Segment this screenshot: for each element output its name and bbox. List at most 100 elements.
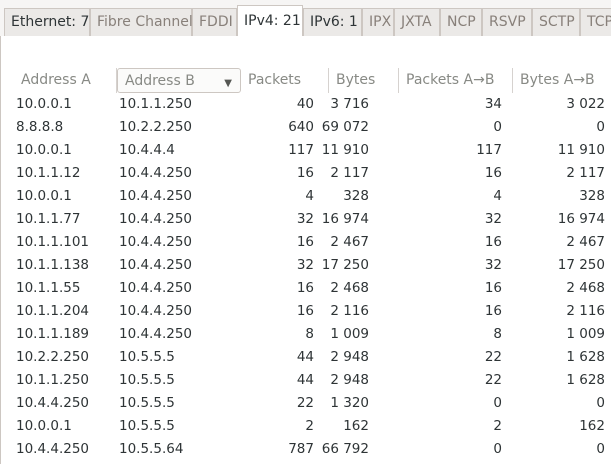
packets-cell: 640 <box>288 119 314 135</box>
address-b-cell: 10.1.1.250 <box>119 96 192 112</box>
table-row[interactable]: 10.1.1.250 10.5.5.5 44 2 948 22 1 628 <box>14 369 611 392</box>
table-row[interactable]: 10.2.2.250 10.5.5.5 44 2 948 22 1 628 <box>14 346 611 369</box>
tab-tcp[interactable]: TCP <box>580 8 611 36</box>
tab-ipv6[interactable]: IPv6: 1 <box>303 8 362 36</box>
bytes-cell: 17 250 <box>321 257 369 273</box>
tab-fddi[interactable]: FDDI <box>192 8 237 36</box>
column-header-packets[interactable]: Packets <box>241 68 329 93</box>
packets-cell: 4 <box>305 188 314 204</box>
address-b-cell: 10.4.4.250 <box>119 303 192 319</box>
table-row[interactable]: 10.4.4.250 10.5.5.64 787 66 792 0 0 <box>14 438 611 461</box>
packets-cell: 44 <box>296 349 314 365</box>
column-header-address-a[interactable]: Address A <box>14 68 117 93</box>
bytes-cell: 1 320 <box>330 395 369 411</box>
packets-a-to-b-cell: 8 <box>493 326 502 342</box>
bytes-cell: 16 974 <box>321 211 369 227</box>
address-b-cell: 10.2.2.250 <box>119 119 192 135</box>
packets-cell: 2 <box>305 418 314 434</box>
packets-cell: 16 <box>296 165 314 181</box>
bytes-cell: 162 <box>343 418 369 434</box>
packets-cell: 32 <box>296 211 314 227</box>
bytes-cell: 2 468 <box>330 280 369 296</box>
table-row[interactable]: 10.1.1.189 10.4.4.250 8 1 009 8 1 009 <box>14 323 611 346</box>
bytes-a-to-b-cell: 0 <box>596 395 605 411</box>
packets-cell: 8 <box>305 326 314 342</box>
address-a-cell: 10.0.0.1 <box>16 142 72 158</box>
address-a-cell: 10.4.4.250 <box>16 441 89 457</box>
bytes-a-to-b-cell: 2 117 <box>566 165 605 181</box>
packets-a-to-b-cell: 16 <box>484 303 502 319</box>
bytes-a-to-b-cell: 2 116 <box>566 303 605 319</box>
packets-a-to-b-cell: 0 <box>493 441 502 457</box>
bytes-a-to-b-cell: 0 <box>596 441 605 457</box>
address-b-cell: 10.5.5.5 <box>119 349 175 365</box>
table-row[interactable]: 10.1.1.77 10.4.4.250 32 16 974 32 16 974 <box>14 208 611 231</box>
packets-cell: 16 <box>296 303 314 319</box>
address-b-cell: 10.4.4.4 <box>119 142 175 158</box>
tab-ipx[interactable]: IPX <box>362 8 394 36</box>
table-row[interactable]: 10.0.0.1 10.5.5.5 2 162 2 162 <box>14 415 611 438</box>
table-row[interactable]: 10.1.1.204 10.4.4.250 16 2 116 16 2 116 <box>14 300 611 323</box>
bytes-cell: 66 792 <box>321 441 369 457</box>
table-row[interactable]: 10.1.1.101 10.4.4.250 16 2 467 16 2 467 <box>14 231 611 254</box>
tab-ipv4[interactable]: IPv4: 21 <box>237 5 303 36</box>
tab-fibre-channel[interactable]: Fibre Channel <box>90 8 193 36</box>
column-header-address-b[interactable]: Address B ▼ <box>117 68 241 93</box>
address-b-cell: 10.5.5.64 <box>119 441 184 457</box>
packets-cell: 787 <box>288 441 314 457</box>
address-b-cell: 10.4.4.250 <box>119 326 192 342</box>
address-a-cell: 10.0.0.1 <box>16 96 72 112</box>
address-a-cell: 10.1.1.55 <box>16 280 81 296</box>
column-header-bytes[interactable]: Bytes <box>329 68 399 93</box>
tab-ethernet[interactable]: Ethernet: 7 <box>4 8 90 36</box>
packets-cell: 44 <box>296 372 314 388</box>
packets-a-to-b-cell: 32 <box>484 257 502 273</box>
packets-a-to-b-cell: 22 <box>484 372 502 388</box>
table-row[interactable]: 8.8.8.8 10.2.2.250 640 69 072 0 0 <box>14 116 611 139</box>
address-a-cell: 10.1.1.12 <box>16 165 81 181</box>
address-b-cell: 10.4.4.250 <box>119 234 192 250</box>
bytes-a-to-b-cell: 0 <box>596 119 605 135</box>
table-row[interactable]: 10.0.0.1 10.4.4.250 4 328 4 328 <box>14 185 611 208</box>
address-a-cell: 8.8.8.8 <box>16 119 64 135</box>
tab-jxta[interactable]: JXTA <box>394 8 440 36</box>
table-row[interactable]: 10.0.0.1 10.1.1.250 40 3 716 34 3 022 <box>14 93 611 116</box>
address-a-cell: 10.1.1.204 <box>16 303 89 319</box>
bytes-cell: 11 910 <box>321 142 369 158</box>
address-a-cell: 10.1.1.138 <box>16 257 89 273</box>
address-b-cell: 10.4.4.250 <box>119 211 192 227</box>
table-row[interactable]: 10.0.0.1 10.4.4.4 117 11 910 117 11 910 <box>14 139 611 162</box>
packets-cell: 40 <box>296 96 314 112</box>
packets-a-to-b-cell: 117 <box>476 142 502 158</box>
column-header-packets-a-to-b[interactable]: Packets A→B <box>399 68 513 93</box>
tab-sctp[interactable]: SCTP <box>532 8 580 36</box>
tab-rsvp[interactable]: RSVP <box>482 8 532 36</box>
bytes-cell: 2 117 <box>330 165 369 181</box>
address-b-cell: 10.4.4.250 <box>119 257 192 273</box>
table-row[interactable]: 10.1.1.138 10.4.4.250 32 17 250 32 17 250 <box>14 254 611 277</box>
bytes-a-to-b-cell: 16 974 <box>557 211 605 227</box>
column-header-bytes-a-to-b[interactable]: Bytes A→B <box>520 72 595 88</box>
address-b-cell: 10.4.4.250 <box>119 188 192 204</box>
bytes-cell: 2 467 <box>330 234 369 250</box>
tab-ncp[interactable]: NCP <box>440 8 482 36</box>
bytes-cell: 2 116 <box>330 303 369 319</box>
packets-a-to-b-cell: 0 <box>493 119 502 135</box>
packets-a-to-b-cell: 32 <box>484 211 502 227</box>
packets-cell: 22 <box>296 395 314 411</box>
address-a-cell: 10.0.0.1 <box>16 188 72 204</box>
bytes-a-to-b-cell: 3 022 <box>566 96 605 112</box>
bytes-a-to-b-cell: 2 467 <box>566 234 605 250</box>
address-a-cell: 10.1.1.101 <box>16 234 89 250</box>
table-row[interactable]: 10.4.4.250 10.5.5.5 22 1 320 0 0 <box>14 392 611 415</box>
bytes-a-to-b-cell: 162 <box>579 418 605 434</box>
table-row[interactable]: 10.1.1.55 10.4.4.250 16 2 468 16 2 468 <box>14 277 611 300</box>
bytes-a-to-b-cell: 2 468 <box>566 280 605 296</box>
address-a-cell: 10.2.2.250 <box>16 349 89 365</box>
bytes-a-to-b-cell: 328 <box>579 188 605 204</box>
address-b-cell: 10.5.5.5 <box>119 372 175 388</box>
bytes-cell: 2 948 <box>330 349 369 365</box>
address-a-cell: 10.1.1.189 <box>16 326 89 342</box>
packets-a-to-b-cell: 0 <box>493 395 502 411</box>
table-row[interactable]: 10.1.1.12 10.4.4.250 16 2 117 16 2 117 <box>14 162 611 185</box>
